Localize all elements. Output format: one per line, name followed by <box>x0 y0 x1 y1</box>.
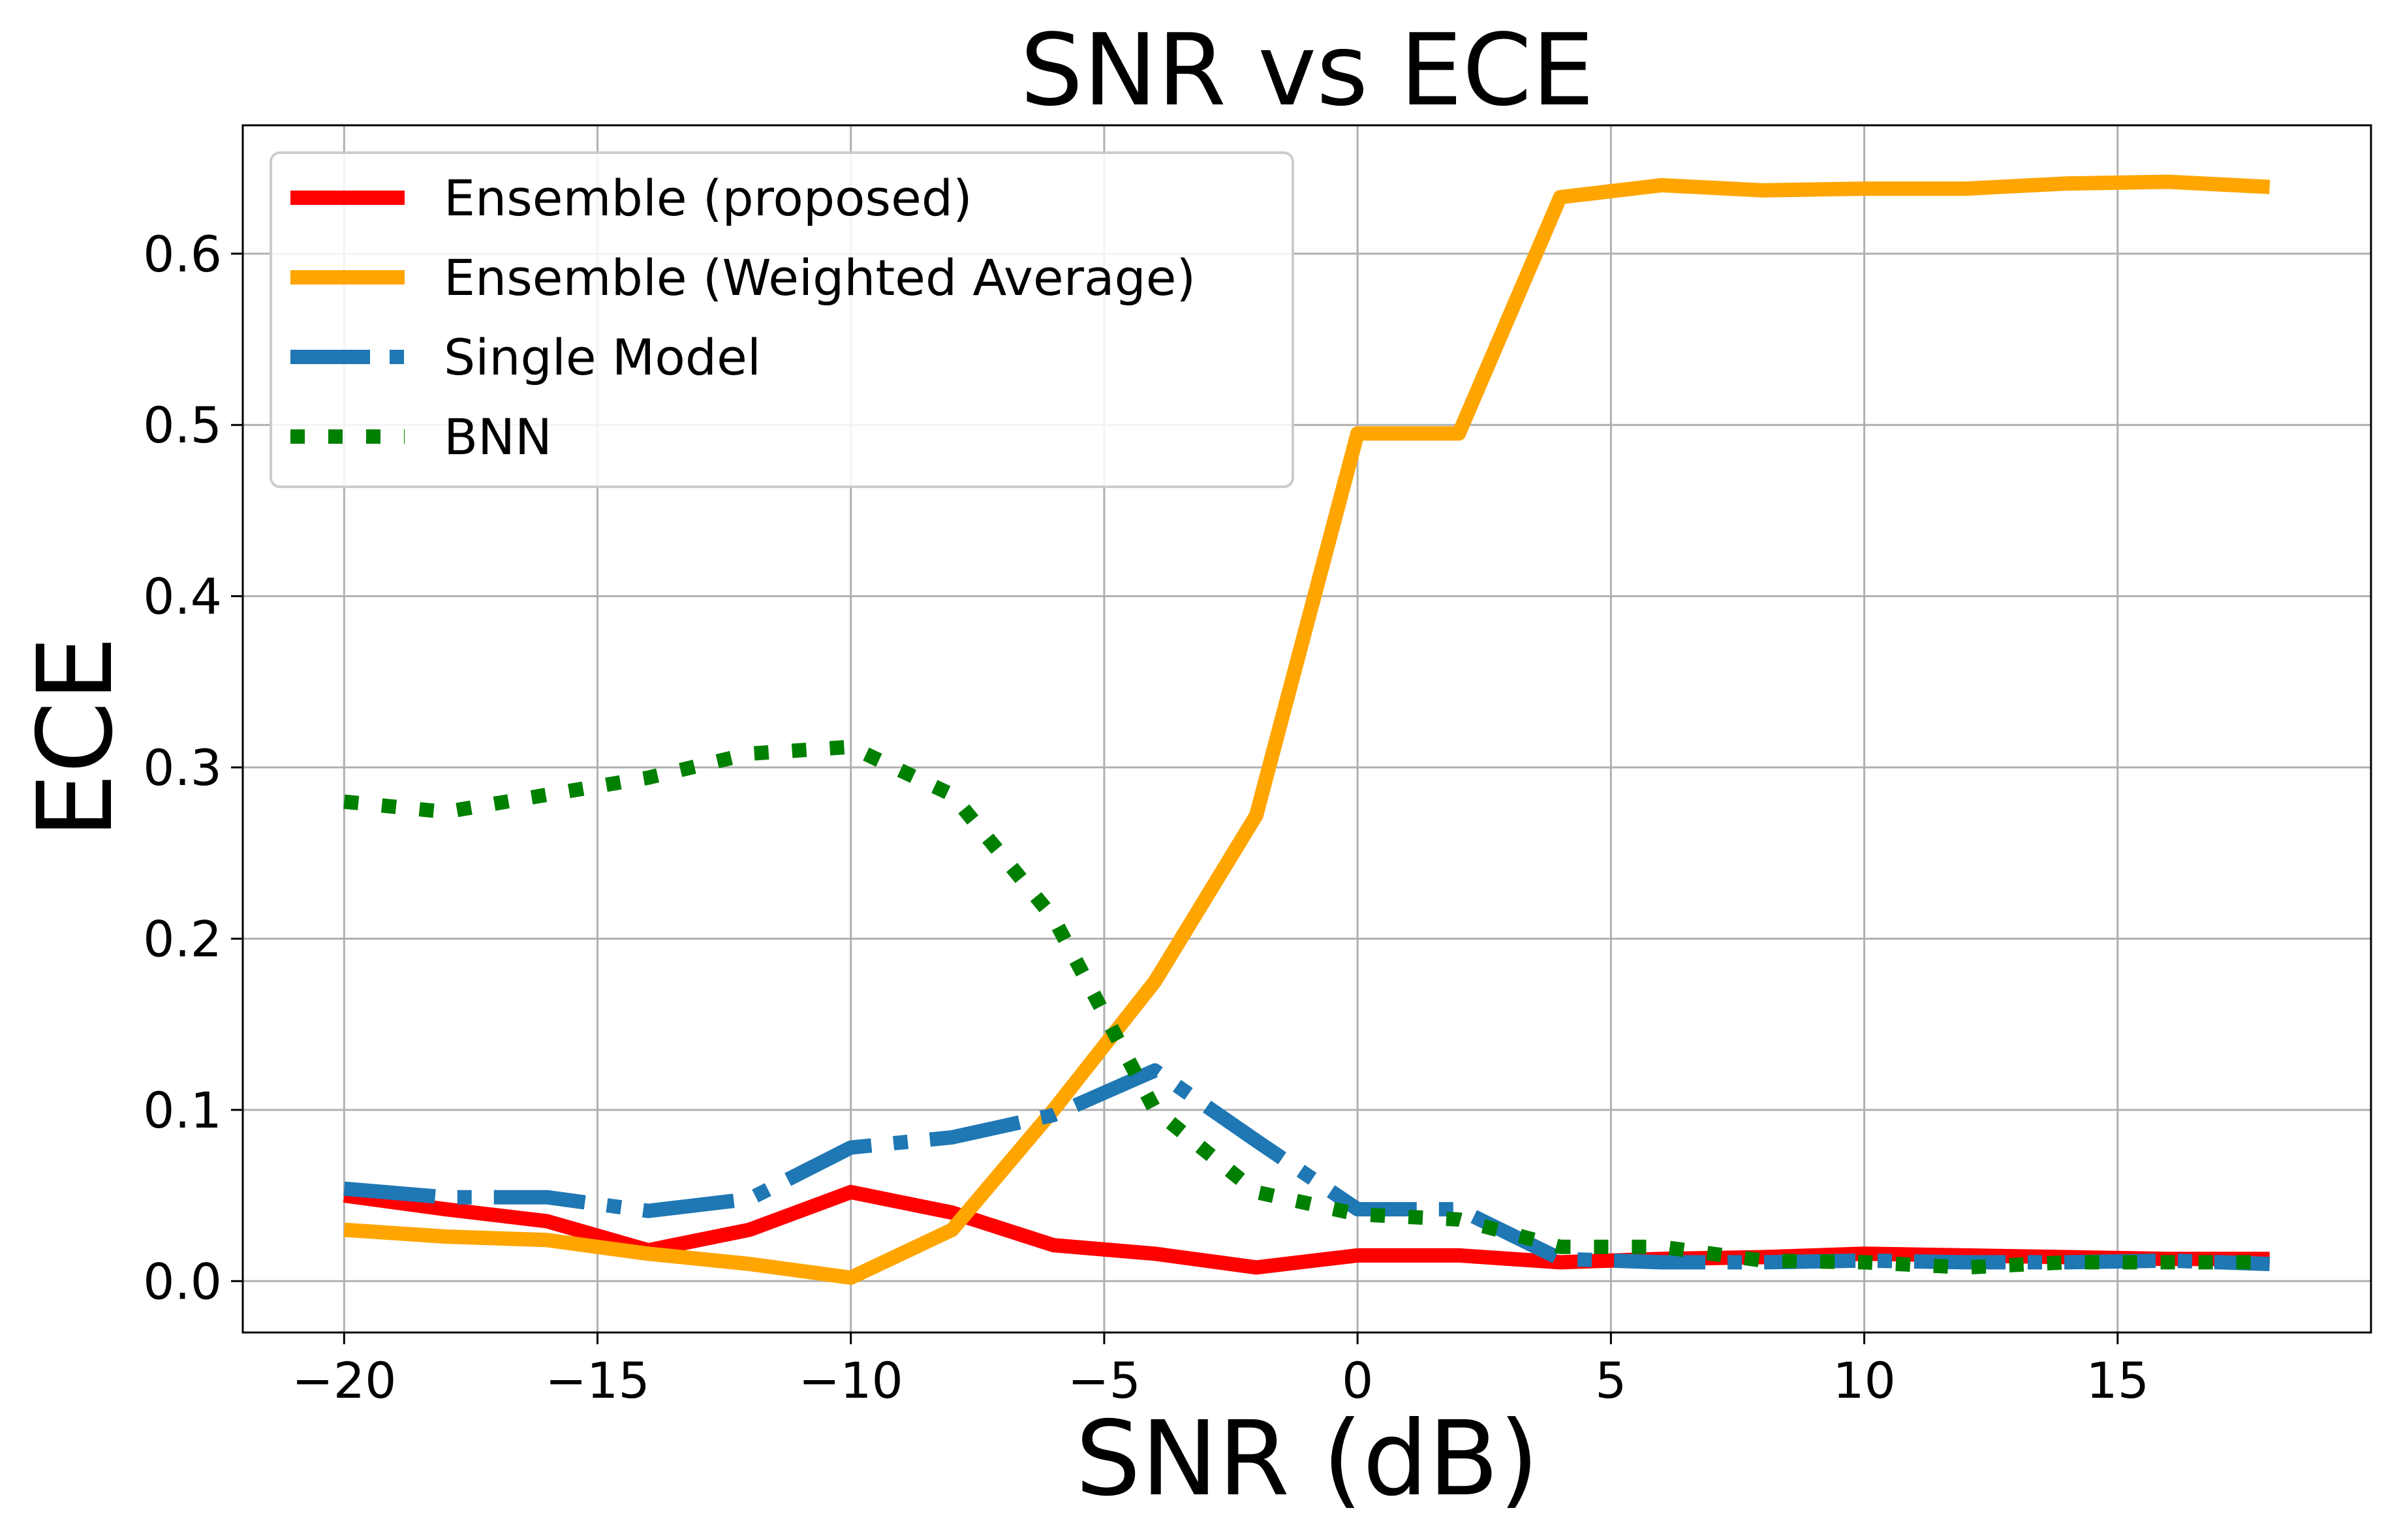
y-tick-label: 0.4 <box>143 568 222 626</box>
legend-label-4: BNN <box>444 408 552 466</box>
x-tick-label: −20 <box>292 1351 396 1409</box>
y-tick-label: 0.1 <box>143 1081 222 1139</box>
x-tick-label: −15 <box>545 1351 649 1409</box>
chart-title: SNR vs ECE <box>1020 12 1594 128</box>
series-line-2 <box>343 174 2270 1285</box>
series-line-4 <box>343 739 2270 1275</box>
plot-frame <box>241 124 2372 1334</box>
legend-label-3: Single Model <box>444 328 761 386</box>
x-axis-ticks: −20 −15 −10 −5 0 5 10 15 <box>292 1332 2149 1409</box>
series-lines <box>343 174 2270 1285</box>
grid <box>243 125 2371 1332</box>
y-tick-label: 0.5 <box>143 396 222 454</box>
y-tick-label: 0.2 <box>143 910 222 968</box>
x-axis-label: SNR (dB) <box>1076 1399 1539 1519</box>
y-tick-label: 0.0 <box>143 1252 222 1310</box>
legend: Ensemble (proposed) Ensemble (Weighted Av… <box>270 151 1294 488</box>
series-line-3 <box>343 1063 2270 1271</box>
y-tick-label: 0.6 <box>143 225 222 283</box>
x-tick-label: 5 <box>1595 1351 1626 1409</box>
x-tick-label: −5 <box>1068 1351 1141 1409</box>
legend-label-2: Ensemble (Weighted Average) <box>444 249 1196 307</box>
legend-box <box>270 151 1294 488</box>
x-tick-label: 0 <box>1342 1351 1373 1409</box>
x-tick-label: 15 <box>2086 1351 2149 1409</box>
y-axis-ticks: 0.0 0.1 0.2 0.3 0.4 0.5 0.6 <box>143 225 243 1310</box>
x-tick-label: −10 <box>799 1351 903 1409</box>
x-tick-label: 10 <box>1833 1351 1896 1409</box>
y-tick-label: 0.3 <box>143 739 222 797</box>
y-axis-label: ECE <box>16 636 136 839</box>
legend-label-1: Ensemble (proposed) <box>444 169 972 227</box>
